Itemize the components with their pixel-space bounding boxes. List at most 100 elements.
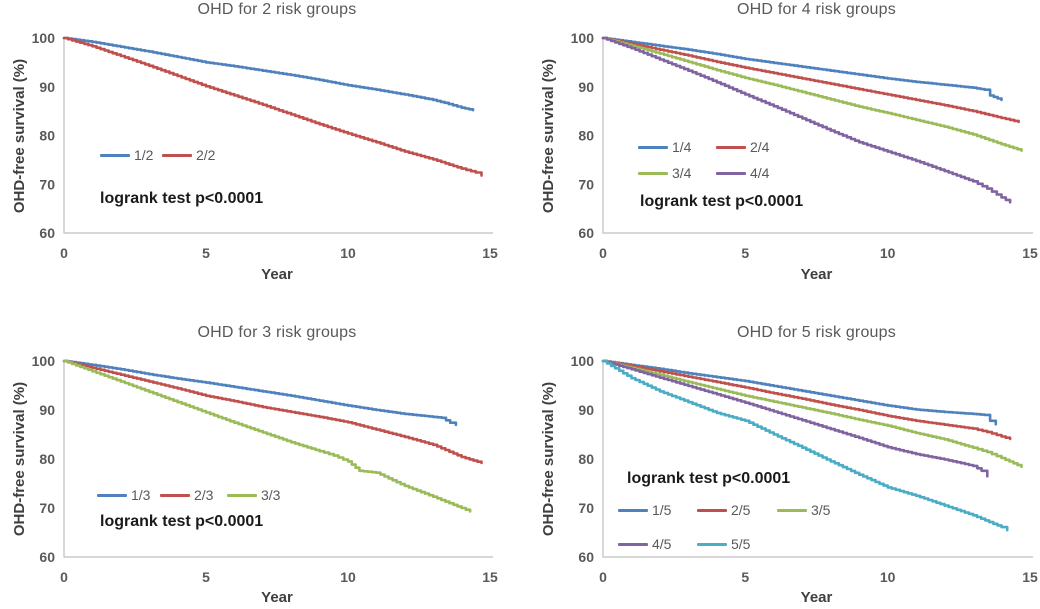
y-tick-label: 60 <box>39 549 55 565</box>
series-line-1/3 <box>62 359 458 426</box>
x-axis-title: Year <box>800 589 833 606</box>
legend-swatch <box>618 508 648 512</box>
legend-item-2/3: 2/3 <box>160 487 213 503</box>
annotation-logrank: logrank test p<0.0001 <box>640 193 804 210</box>
x-tick-label: 15 <box>1022 245 1038 261</box>
legend-item-3/3: 3/3 <box>227 487 280 503</box>
x-tick-label: 5 <box>741 569 749 585</box>
plot-area: 100 90 80 70 60 0 5 10 15 <box>571 30 1038 261</box>
chart-title: OHD for 5 risk groups <box>737 324 896 341</box>
y-axis-title: OHD-free survival (%) <box>11 381 28 537</box>
legend-item-2/5: 2/5 <box>697 502 750 518</box>
axis-lines <box>602 38 1033 234</box>
annotation-logrank: logrank test p<0.0001 <box>627 470 791 487</box>
series-line-3/3 <box>62 359 472 513</box>
x-tick-label: 0 <box>599 569 607 585</box>
x-tick-label: 0 <box>60 245 68 261</box>
legend-label: 4/4 <box>750 165 770 181</box>
legend-item-1/2: 1/2 <box>100 147 153 163</box>
x-tick-label: 5 <box>202 245 210 261</box>
legend-item-1/3: 1/3 <box>97 487 150 503</box>
y-tick-label: 80 <box>39 451 55 467</box>
legend-label: 3/5 <box>811 502 831 518</box>
x-tick-label: 10 <box>880 569 896 585</box>
series-line-2/3 <box>62 359 483 465</box>
x-tick-label: 5 <box>741 245 749 261</box>
legend-swatch <box>100 153 130 157</box>
y-tick-label: 70 <box>39 176 55 192</box>
series-line-2/2 <box>62 36 483 177</box>
legend-swatch <box>162 153 192 157</box>
y-tick-label: 70 <box>39 500 55 516</box>
x-tick-label: 10 <box>880 245 896 261</box>
x-tick-label: 15 <box>482 245 498 261</box>
y-tick-label: 90 <box>39 79 55 95</box>
chart-panel-2-risk-groups: 100 90 80 70 60 0 5 10 15 OHD for 2 risk groups … <box>0 0 520 300</box>
series-line-3/4 <box>601 36 1023 152</box>
legend-item-4/5: 4/5 <box>618 536 671 552</box>
axis-lines <box>63 361 493 558</box>
legend-label: 1/4 <box>672 139 692 155</box>
y-tick-label: 100 <box>32 353 56 369</box>
legend-label: 3/4 <box>672 165 692 181</box>
legend-label: 4/5 <box>652 536 672 552</box>
legend-label: 2/3 <box>194 487 214 503</box>
y-tick-label: 90 <box>578 79 594 95</box>
y-tick-label: 60 <box>578 549 594 565</box>
series-line-1/5 <box>601 359 998 426</box>
x-tick-label: 15 <box>482 569 498 585</box>
x-tick-label: 15 <box>1022 569 1038 585</box>
axis-lines <box>63 38 493 234</box>
legend-label: 3/3 <box>261 487 281 503</box>
x-tick-label: 10 <box>340 245 356 261</box>
legend-item-3/5: 3/5 <box>777 502 830 518</box>
x-axis-title: Year <box>261 589 293 606</box>
chart-panel-5-risk-groups: 100 90 80 70 60 0 5 10 15 OHD for 5 risk groups … <box>520 300 1040 609</box>
series-line-1/2 <box>62 36 475 112</box>
annotation-logrank: logrank test p<0.0001 <box>100 190 264 207</box>
y-tick-label: 90 <box>39 402 55 418</box>
plot-area: 100 90 80 70 60 0 5 10 15 <box>32 30 498 261</box>
legend-swatch <box>638 145 668 149</box>
plot-area: 100 90 80 70 60 0 5 10 15 <box>32 353 498 585</box>
plot-area: 100 90 80 70 60 0 5 10 15 <box>571 353 1038 585</box>
y-axis-title: OHD-free survival (%) <box>540 381 557 537</box>
legend-swatch <box>716 145 746 149</box>
legend-swatch <box>697 542 727 546</box>
legend-swatch <box>697 508 727 512</box>
legend-swatch <box>97 493 127 497</box>
y-axis-title: OHD-free survival (%) <box>540 58 557 213</box>
legend-item-2/4: 2/4 <box>716 139 769 155</box>
legend-swatch <box>638 171 668 175</box>
legend-swatch <box>777 508 807 512</box>
legend-item-3/4: 3/4 <box>638 165 691 181</box>
y-tick-label: 60 <box>578 225 594 241</box>
chart-title: OHD for 4 risk groups <box>737 1 896 18</box>
series-line-4/4 <box>601 36 1012 204</box>
x-axis-title: Year <box>800 266 833 283</box>
y-tick-label: 70 <box>578 176 594 192</box>
y-tick-label: 100 <box>32 30 56 46</box>
legend-item-1/5: 1/5 <box>618 502 671 518</box>
legend-item-1/4: 1/4 <box>638 139 691 155</box>
legend-label: 2/4 <box>750 139 770 155</box>
y-tick-label: 80 <box>578 451 594 467</box>
legend-item-4/4: 4/4 <box>716 165 769 181</box>
chart-panel-3-risk-groups: 100 90 80 70 60 0 5 10 15 OHD for 3 risk groups … <box>0 300 520 609</box>
legend-swatch <box>618 542 648 546</box>
legend-label: 1/2 <box>134 147 154 163</box>
y-tick-label: 80 <box>39 128 55 144</box>
chart-panel-4-risk-groups: 100 90 80 70 60 0 5 10 15 OHD for 4 risk groups … <box>520 0 1040 300</box>
chart-title: OHD for 3 risk groups <box>197 324 357 341</box>
series-line-3/5 <box>601 359 1023 469</box>
legend-swatch <box>716 171 746 175</box>
series-line-4/5 <box>601 359 989 478</box>
legend-label: 2/2 <box>196 147 216 163</box>
y-axis-title: OHD-free survival (%) <box>11 58 28 213</box>
x-tick-label: 0 <box>599 245 607 261</box>
series-line-1/4 <box>601 36 1003 102</box>
y-tick-label: 90 <box>578 402 594 418</box>
legend-label: 1/3 <box>131 487 151 503</box>
y-tick-label: 100 <box>571 30 595 46</box>
